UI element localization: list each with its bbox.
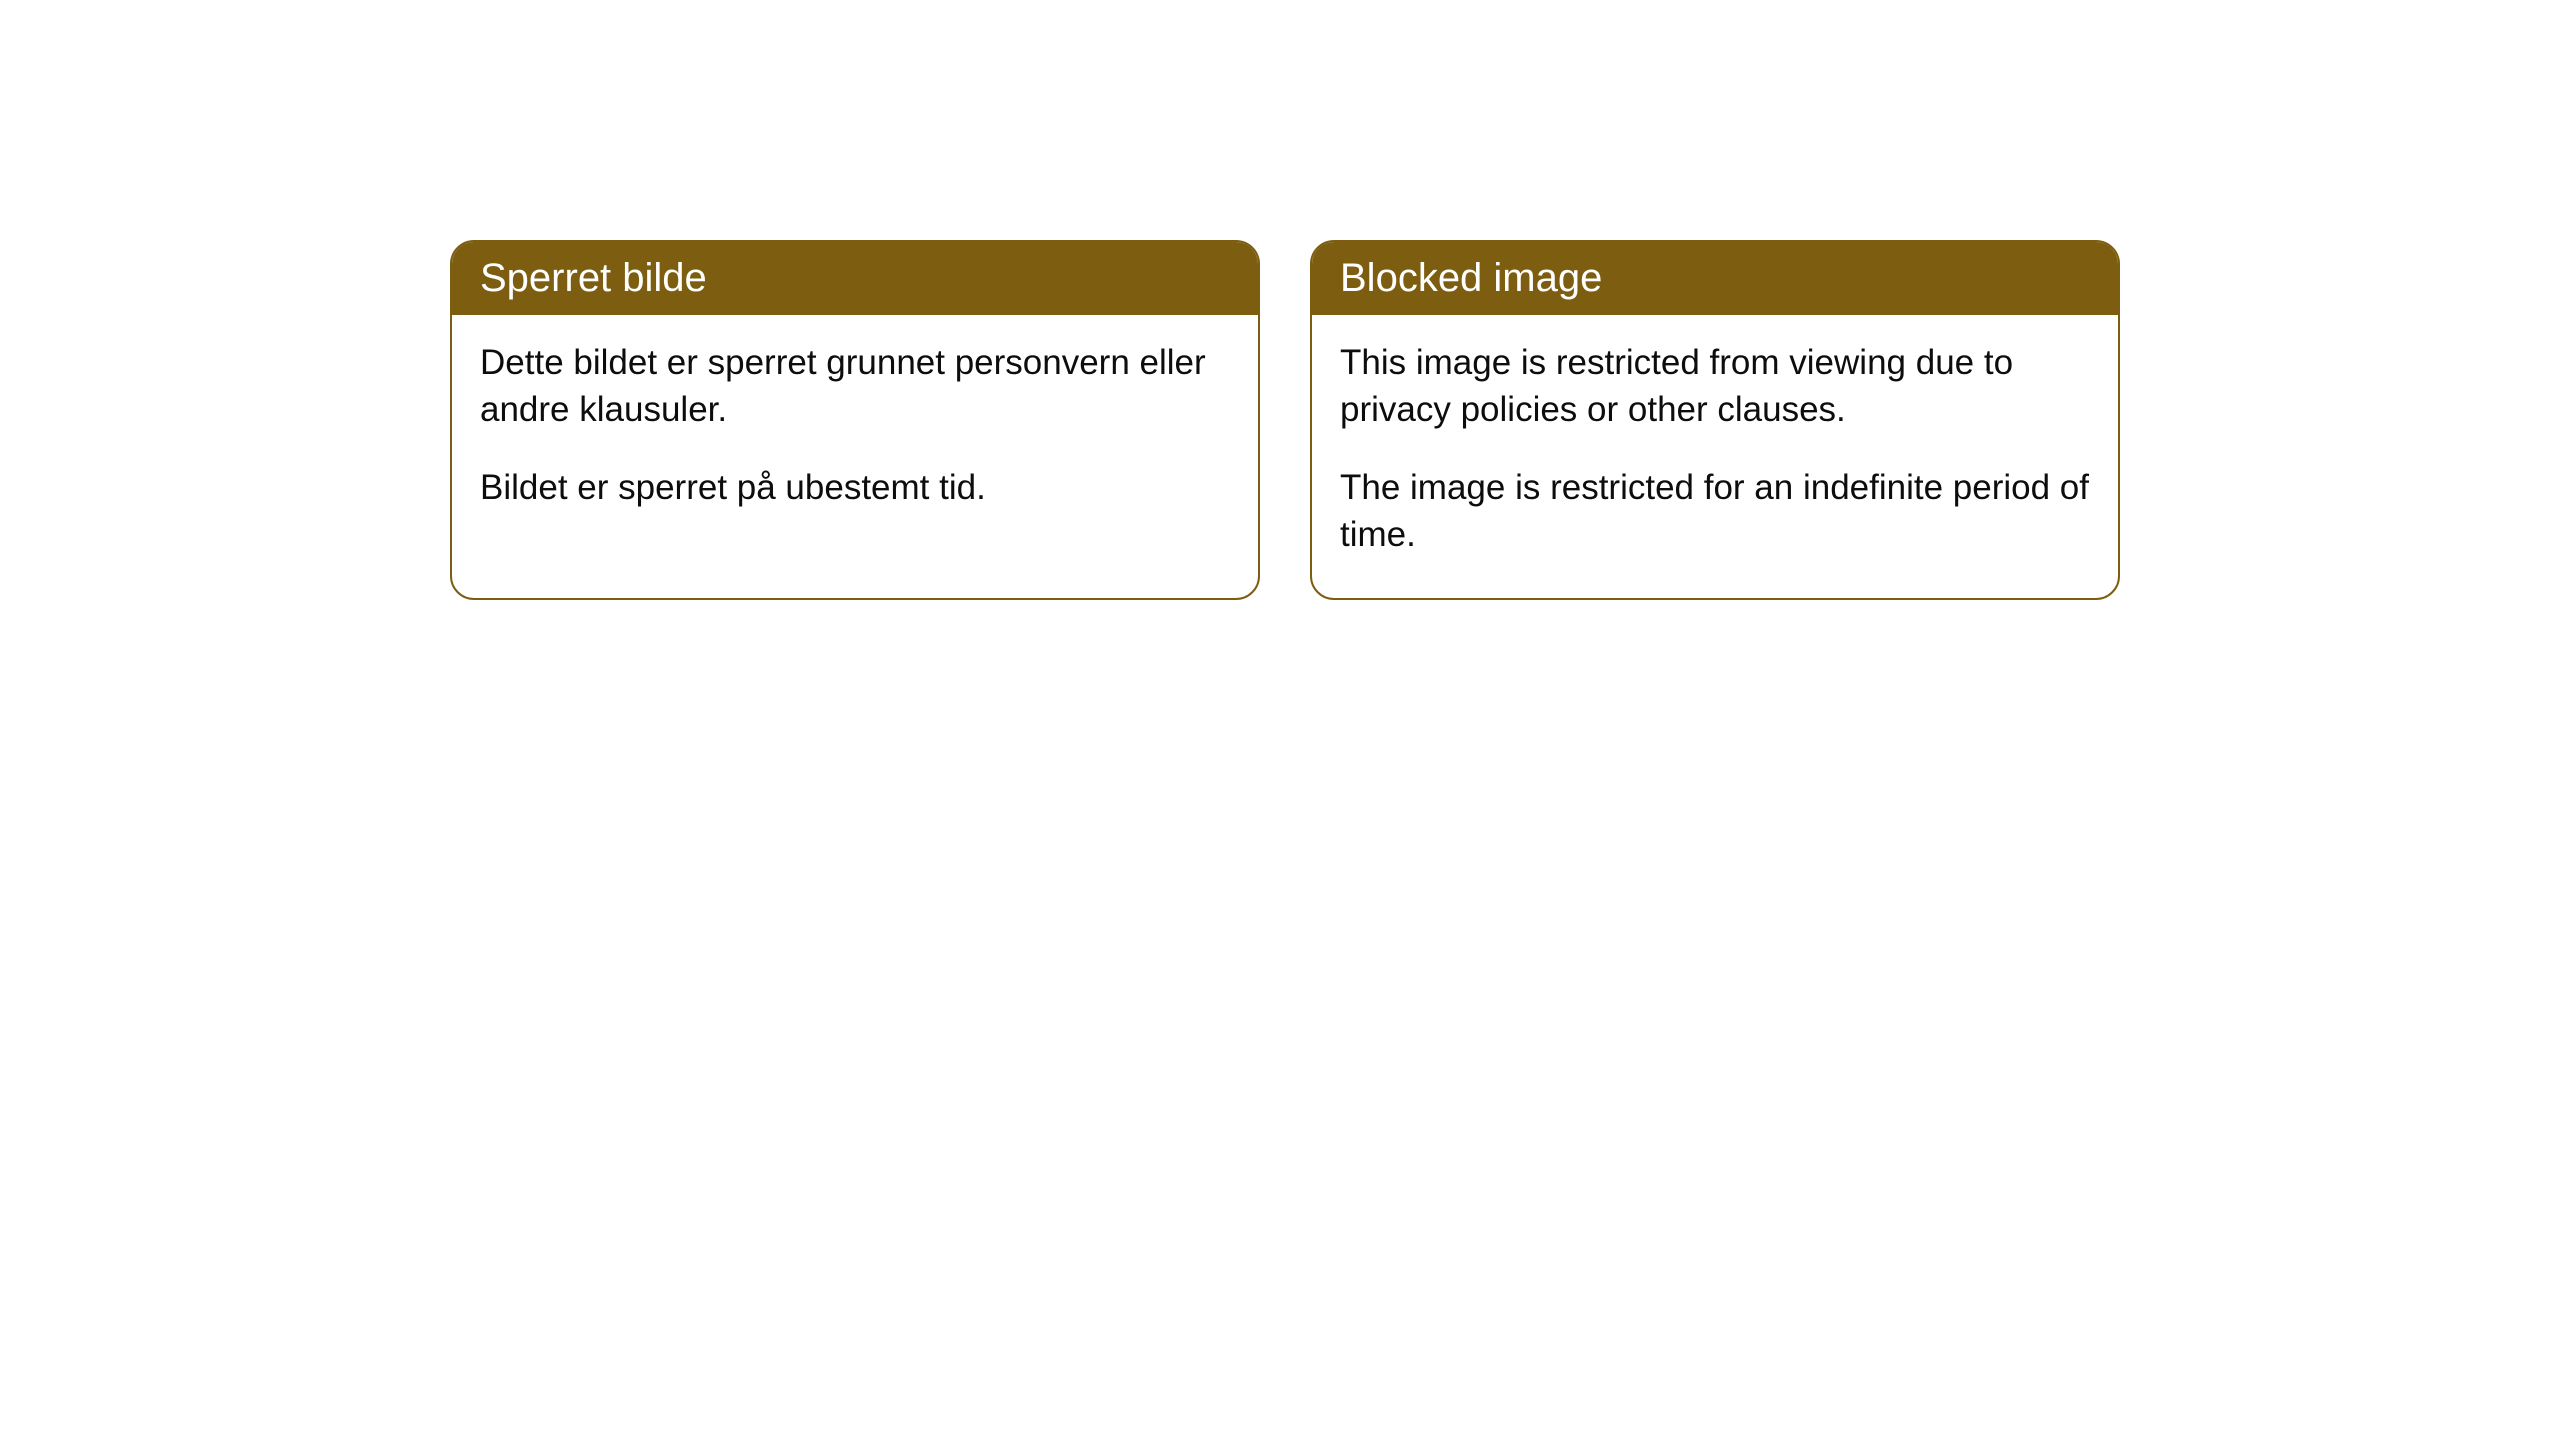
card-paragraph: Dette bildet er sperret grunnet personve… [480,339,1230,434]
card-body: Dette bildet er sperret grunnet personve… [452,315,1258,551]
card-header: Blocked image [1312,242,2118,315]
notice-card-norwegian: Sperret bilde Dette bildet er sperret gr… [450,240,1260,600]
card-body: This image is restricted from viewing du… [1312,315,2118,598]
card-paragraph: The image is restricted for an indefinit… [1340,464,2090,559]
notice-cards-container: Sperret bilde Dette bildet er sperret gr… [450,240,2120,600]
notice-card-english: Blocked image This image is restricted f… [1310,240,2120,600]
card-header: Sperret bilde [452,242,1258,315]
card-title: Blocked image [1340,256,1602,300]
card-title: Sperret bilde [480,256,707,300]
card-paragraph: Bildet er sperret på ubestemt tid. [480,464,1230,511]
card-paragraph: This image is restricted from viewing du… [1340,339,2090,434]
